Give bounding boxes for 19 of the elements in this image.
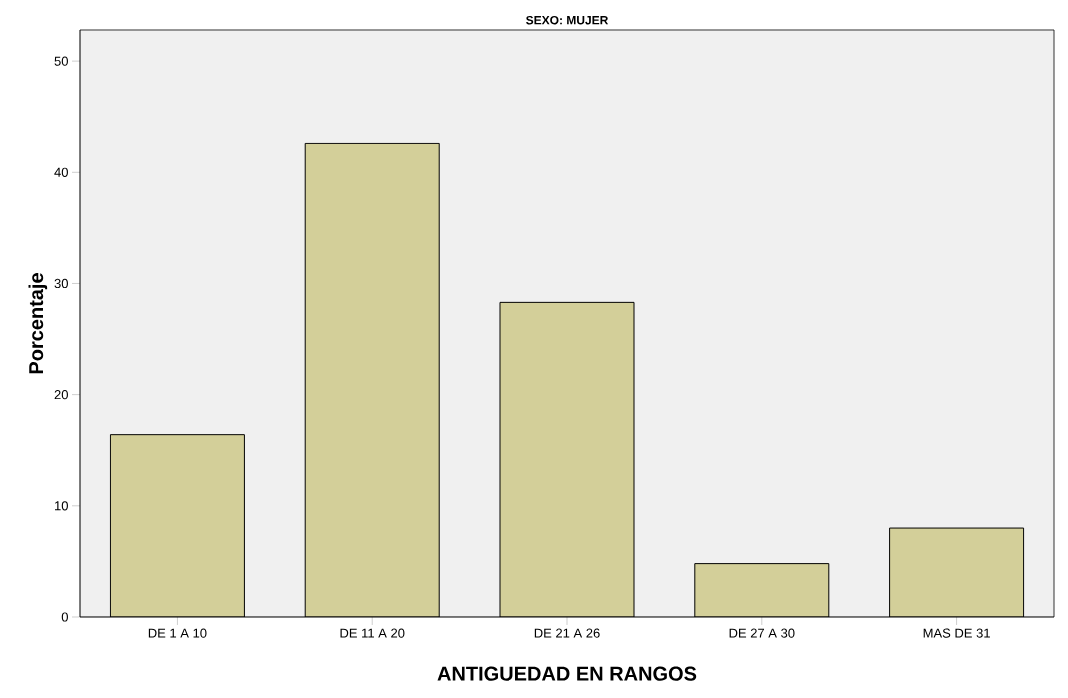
chart-title: SEXO: MUJER	[526, 15, 609, 25]
bar	[304, 142, 440, 617]
y-tick-label: 0	[61, 612, 68, 622]
bar	[889, 527, 1025, 617]
x-axis-title: ANTIGUEDAD EN RANGOS	[437, 666, 697, 681]
x-tick-label: DE 1 A 10	[148, 628, 207, 638]
bar	[499, 301, 635, 617]
y-tick-label: 40	[54, 167, 68, 177]
y-tick-label: 50	[54, 56, 68, 66]
y-tick-label: 10	[55, 501, 68, 511]
y-axis-title: Porcentaje	[28, 273, 48, 374]
bar	[109, 434, 245, 617]
bar	[694, 563, 830, 617]
x-tick-label: MAS DE 31	[923, 628, 990, 638]
y-tick-label: 20	[54, 390, 68, 400]
x-tick-label: DE 11 A 20	[340, 628, 405, 638]
x-tick-label: DE 27 A 30	[729, 628, 795, 638]
y-tick-label: 30	[54, 278, 68, 289]
x-tick-label: DE 21 A 26	[534, 628, 600, 638]
